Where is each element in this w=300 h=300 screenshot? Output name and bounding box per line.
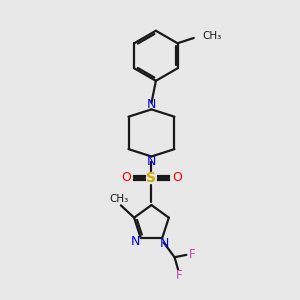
Text: N: N	[160, 237, 169, 250]
Text: O: O	[172, 171, 182, 184]
Text: S: S	[146, 171, 157, 185]
Text: N: N	[147, 155, 156, 168]
Text: O: O	[121, 171, 131, 184]
Text: F: F	[189, 248, 195, 261]
Text: CH₃: CH₃	[110, 194, 129, 204]
Text: N: N	[147, 98, 156, 111]
Text: F: F	[176, 269, 183, 282]
Text: CH₃: CH₃	[202, 32, 221, 41]
Text: N: N	[131, 235, 140, 248]
